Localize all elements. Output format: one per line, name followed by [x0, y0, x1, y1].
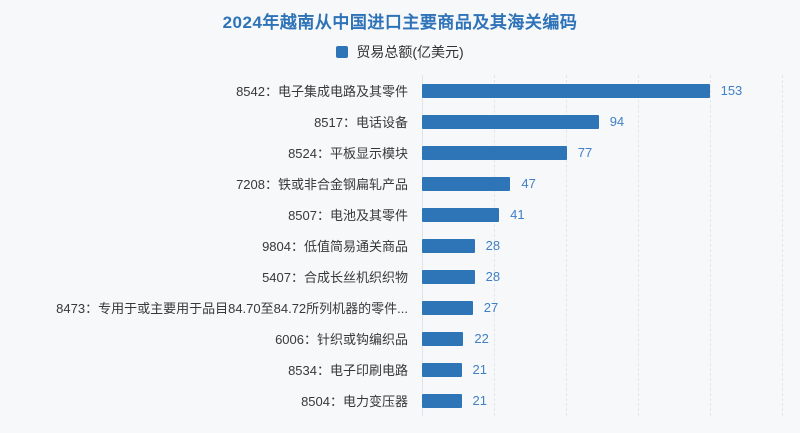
- value-label: 47: [521, 176, 536, 191]
- gridline: [494, 75, 495, 416]
- bar-area: 153: [422, 75, 800, 106]
- category-label: 8504：电力变压器: [301, 394, 408, 409]
- legend[interactable]: 贸易总额(亿美元): [0, 43, 800, 61]
- value-label: 21: [472, 362, 487, 377]
- value-label: 28: [485, 238, 501, 253]
- gridline: [566, 75, 567, 416]
- chart-row: 5407：合成长丝机织织物 28: [0, 261, 800, 292]
- chart-row: 6006：针织或钩编织品 22: [0, 323, 800, 354]
- chart-row: 8473：专用于或主要用于品目84.70至84.72所列机器的零件... 27: [0, 292, 800, 323]
- value-label: 22: [474, 331, 489, 346]
- value-label: 28: [485, 269, 501, 284]
- chart-row: 8534：电子印刷电路 21: [0, 354, 800, 385]
- value-label: 21: [472, 393, 487, 408]
- plot-area: 8542：电子集成电路及其零件 153 8517：电话设备 94 8524：平板…: [0, 75, 800, 416]
- bar: [422, 83, 710, 98]
- bar-area: 28: [422, 261, 800, 292]
- bar: [422, 207, 500, 222]
- bar: [422, 300, 473, 315]
- chart-title: 2024年越南从中国进口主要商品及其海关编码: [222, 13, 578, 32]
- chart-row: 8517：电话设备 94: [0, 106, 800, 137]
- chart-row: 9804：低值简易通关商品 28: [0, 230, 800, 261]
- category-label: 5407：合成长丝机织织物: [262, 270, 408, 285]
- bar-area: 27: [422, 292, 800, 323]
- gridline: [710, 75, 711, 416]
- legend-label: 贸易总额(亿美元): [356, 44, 464, 60]
- bar-area: 22: [422, 323, 800, 354]
- value-label: 27: [483, 300, 499, 315]
- chart-row: 8507：电池及其零件 41: [0, 199, 800, 230]
- bar-area: 94: [422, 106, 800, 137]
- bar-area: 41: [422, 199, 800, 230]
- category-label: 8524：平板显示模块: [288, 146, 408, 161]
- value-label: 77: [577, 145, 593, 160]
- bar: [422, 393, 462, 408]
- bar: [422, 114, 599, 129]
- chart-row: 8542：电子集成电路及其零件 153: [0, 75, 800, 106]
- bar-rows: 8542：电子集成电路及其零件 153 8517：电话设备 94 8524：平板…: [0, 75, 800, 416]
- chart-row: 8524：平板显示模块 77: [0, 137, 800, 168]
- chart-row: 8504：电力变压器 21: [0, 385, 800, 416]
- bar-area: 21: [422, 385, 800, 416]
- category-label: 9804：低值简易通关商品: [262, 239, 408, 254]
- category-label: 8534：电子印刷电路: [288, 363, 408, 378]
- legend-swatch-icon: [336, 46, 349, 58]
- category-label: 8507：电池及其零件: [288, 208, 408, 223]
- chart-row: 7208：铁或非合金钢扁轧产品 47: [0, 168, 800, 199]
- value-label: 41: [510, 207, 525, 222]
- value-label: 153: [720, 83, 743, 98]
- gridline: [638, 75, 639, 416]
- category-label: 6006：针织或钩编织品: [275, 332, 408, 347]
- gridline: [782, 75, 783, 416]
- bar: [422, 269, 475, 284]
- bar-area: 21: [422, 354, 800, 385]
- category-label: 7208：铁或非合金钢扁轧产品: [236, 177, 408, 192]
- value-label: 94: [609, 114, 625, 129]
- bar: [422, 331, 464, 346]
- category-label: 8517：电话设备: [314, 115, 408, 130]
- bar: [422, 176, 511, 191]
- bar: [422, 362, 462, 377]
- bar-area: 77: [422, 137, 800, 168]
- category-label: 8473：专用于或主要用于品目84.70至84.72所列机器的零件...: [56, 301, 408, 316]
- bar-area: 47: [422, 168, 800, 199]
- bar: [422, 238, 475, 253]
- category-label: 8542：电子集成电路及其零件: [236, 84, 408, 99]
- bar-area: 28: [422, 230, 800, 261]
- bar: [422, 145, 567, 160]
